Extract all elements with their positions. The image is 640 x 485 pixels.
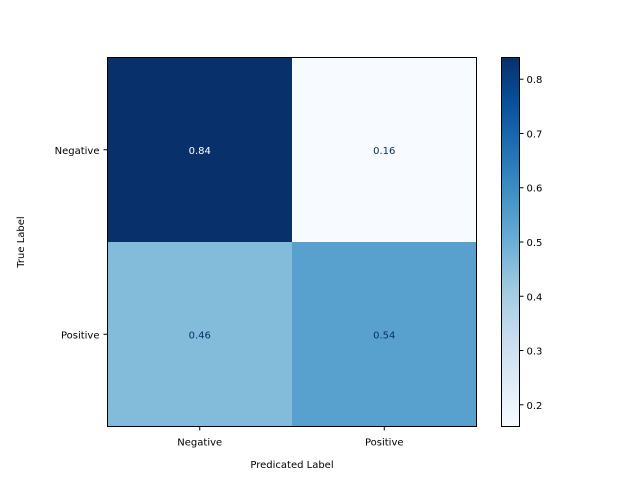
colorbar-ticks: 0.2 0.3 0.4 0.5 0.6 0.7 0.8 (519, 75, 543, 412)
cell-value-label: 0.54 (373, 330, 395, 341)
y-axis-ticks: Negative Positive (55, 146, 108, 341)
cell-value-label: 0.16 (373, 146, 395, 157)
colorbar-tick-label: 0.5 (527, 238, 543, 249)
colorbar-tick-label: 0.6 (527, 184, 543, 195)
x-axis-label: Predicated Label (250, 460, 333, 471)
colorbar-tick-label: 0.7 (527, 129, 543, 140)
x-axis-ticks: Negative Positive (177, 426, 404, 449)
colorbar-tick-label: 0.3 (527, 347, 543, 358)
heatmap-cell (107, 242, 292, 427)
plot-frame (107, 57, 477, 427)
y-tick-label: Negative (55, 146, 100, 157)
colorbar-tick-label: 0.2 (527, 401, 543, 412)
cell-value-label: 0.84 (189, 146, 211, 157)
colorbar-tick-label: 0.8 (527, 75, 543, 86)
colorbar-tick-label: 0.4 (527, 292, 543, 303)
y-tick-label: Positive (61, 330, 100, 341)
heatmap-cell (292, 242, 477, 427)
heatmap-cell (107, 57, 292, 242)
x-tick-label: Negative (177, 438, 222, 449)
heatmap-cells: 0.84 0.16 0.46 0.54 (107, 57, 477, 427)
heatmap-cell (292, 57, 477, 242)
y-axis-label: True Label (16, 216, 27, 268)
cell-value-label: 0.46 (189, 330, 211, 341)
colorbar (501, 57, 520, 427)
x-tick-label: Positive (365, 438, 404, 449)
